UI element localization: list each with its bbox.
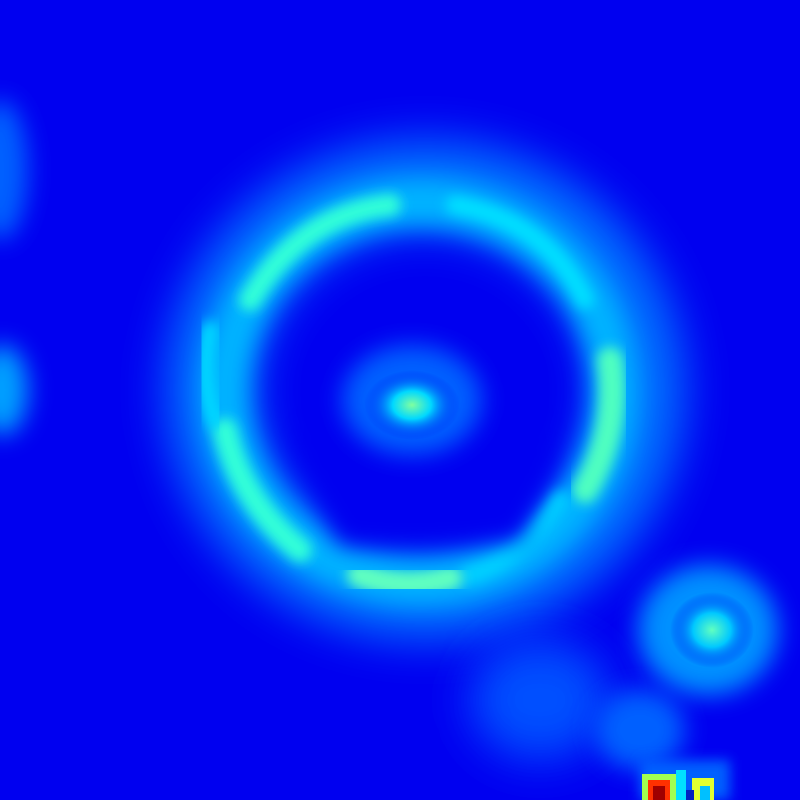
companion-source	[470, 565, 778, 770]
left-edge-source	[0, 100, 28, 435]
central-lens-galaxy	[342, 345, 482, 455]
bright-pixel-cluster	[640, 760, 730, 800]
